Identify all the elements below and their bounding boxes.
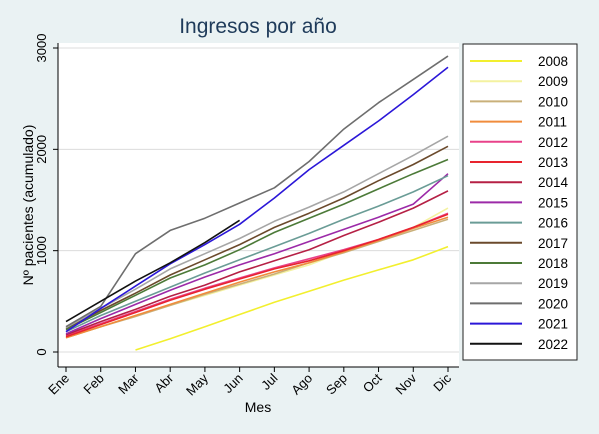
legend-label-2021: 2021: [538, 317, 568, 332]
legend-label-2009: 2009: [538, 74, 568, 89]
series-line-2020: [65, 55, 449, 328]
series-line-2021: [65, 66, 449, 333]
gridlines: [58, 47, 459, 353]
series-line-2019: [65, 135, 449, 329]
legend-label-2012: 2012: [538, 135, 568, 150]
y-tick-label: 1000: [34, 236, 49, 265]
legend-label-2015: 2015: [538, 195, 568, 210]
legend-label-2016: 2016: [538, 216, 568, 231]
series-line-2022: [65, 219, 241, 323]
y-tick-label: 2000: [34, 135, 49, 164]
legend: 2008 2009 2010 2011 2012 2013 2014 2015 2016 2017…: [462, 43, 578, 361]
series-line-2011: [65, 216, 449, 339]
series-line-2016: [65, 174, 449, 333]
x-axis-label: Mes: [245, 399, 271, 415]
series-line-2017: [65, 145, 449, 330]
legend-label-2022: 2022: [538, 337, 568, 352]
series-line-2014: [65, 190, 449, 336]
legend-label-2014: 2014: [538, 175, 569, 190]
series-line-2015: [65, 173, 449, 335]
legend-label-2020: 2020: [538, 296, 568, 311]
y-axis-label: Nº pacientes (acumulado): [20, 125, 36, 286]
y-tick-label: 0: [34, 348, 49, 355]
series-line-2013: [65, 213, 449, 338]
legend-label-2018: 2018: [538, 256, 568, 271]
series-lines: [65, 55, 449, 351]
series-line-2018: [65, 158, 449, 331]
chart-title: Ingresos por año: [179, 15, 337, 38]
legend-label-2008: 2008: [538, 54, 568, 69]
y-tick-label: 3000: [34, 34, 49, 63]
legend-label-2010: 2010: [538, 94, 568, 109]
legend-label-2019: 2019: [538, 276, 568, 291]
legend-label-2011: 2011: [538, 115, 567, 130]
legend-label-2013: 2013: [538, 155, 568, 170]
legend-label-2017: 2017: [538, 236, 568, 251]
series-line-2008: [135, 245, 449, 351]
